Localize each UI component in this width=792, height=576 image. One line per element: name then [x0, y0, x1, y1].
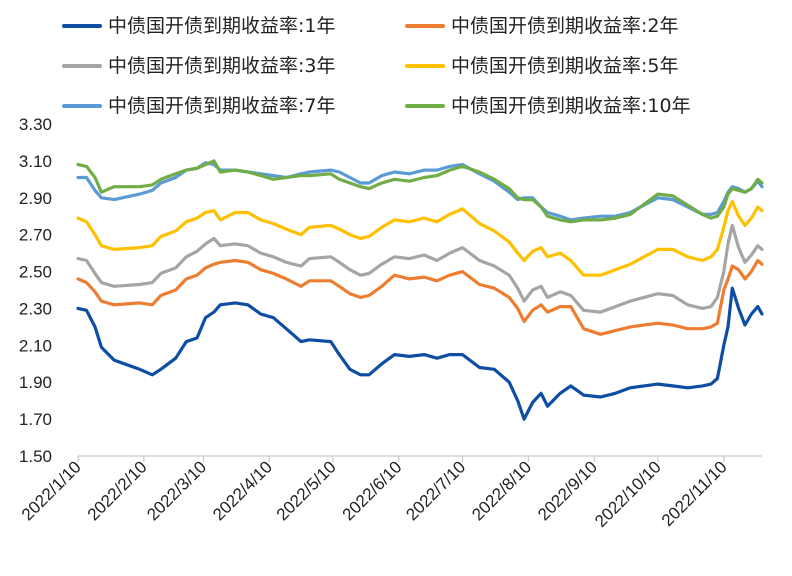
y-tick-label: 3.30	[19, 115, 52, 134]
x-tick-label: 2022/4/10	[209, 457, 276, 524]
x-tick-label: 2022/2/10	[84, 457, 151, 524]
y-tick-label: 1.50	[19, 447, 52, 466]
legend-label: 中债国开债到期收益率:2年	[451, 15, 679, 37]
x-axis: 2022/1/102022/2/102022/3/102022/4/102022…	[18, 455, 762, 531]
x-tick-label: 2022/1/10	[18, 457, 85, 524]
y-tick-label: 2.50	[19, 263, 52, 282]
legend-item: 中债国开债到期收益率:5年	[405, 55, 679, 77]
x-tick-label: 2022/5/10	[273, 457, 340, 524]
legend-label: 中债国开债到期收益率:3年	[108, 55, 336, 77]
x-tick-label: 2022/6/10	[339, 457, 406, 524]
legend-item: 中债国开债到期收益率:10年	[405, 95, 691, 117]
series-line-3	[76, 223, 764, 314]
y-tick-label: 2.90	[19, 189, 52, 208]
legend-item: 中债国开债到期收益率:3年	[62, 55, 336, 77]
y-tick-label: 1.70	[19, 410, 52, 429]
legend-label: 中债国开债到期收益率:5年	[451, 55, 679, 77]
series-line-6	[76, 159, 764, 224]
x-tick-label: 2022/3/10	[143, 457, 210, 524]
y-tick-label: 2.10	[19, 336, 52, 355]
y-axis: 3.30 3.10 2.90 2.70 2.50 2.30 2.10 1.90 1.70 1.50	[19, 115, 52, 466]
x-tick-label: 2022/11/10	[658, 457, 731, 530]
legend-label: 中债国开债到期收益率:1年	[108, 15, 336, 37]
x-tick-label: 2022/9/10	[534, 457, 601, 524]
legend-label: 中债国开债到期收益率:10年	[451, 95, 691, 117]
x-tick-label: 2022/7/10	[402, 457, 469, 524]
series-line-4	[76, 199, 764, 277]
legend-item: 中债国开债到期收益率:1年	[62, 15, 336, 37]
y-tick-label: 2.70	[19, 226, 52, 245]
y-tick-label: 2.30	[19, 299, 52, 318]
x-tick-label: 2022/8/10	[468, 457, 535, 524]
legend-item: 中债国开债到期收益率:2年	[405, 15, 679, 37]
legend-label: 中债国开债到期收益率:7年	[108, 95, 336, 117]
series-line-2	[76, 258, 764, 336]
legend-item: 中债国开债到期收益率:7年	[62, 95, 336, 117]
legend: 中债国开债到期收益率:1年 中债国开债到期收益率:2年中债国开债到期收益率:3年中…	[62, 15, 691, 117]
x-tick-label: 2022/10/10	[591, 457, 665, 531]
series-line-1	[76, 286, 764, 421]
y-tick-label: 3.10	[19, 152, 52, 171]
series-lines	[76, 159, 764, 421]
y-tick-label: 1.90	[19, 373, 52, 392]
